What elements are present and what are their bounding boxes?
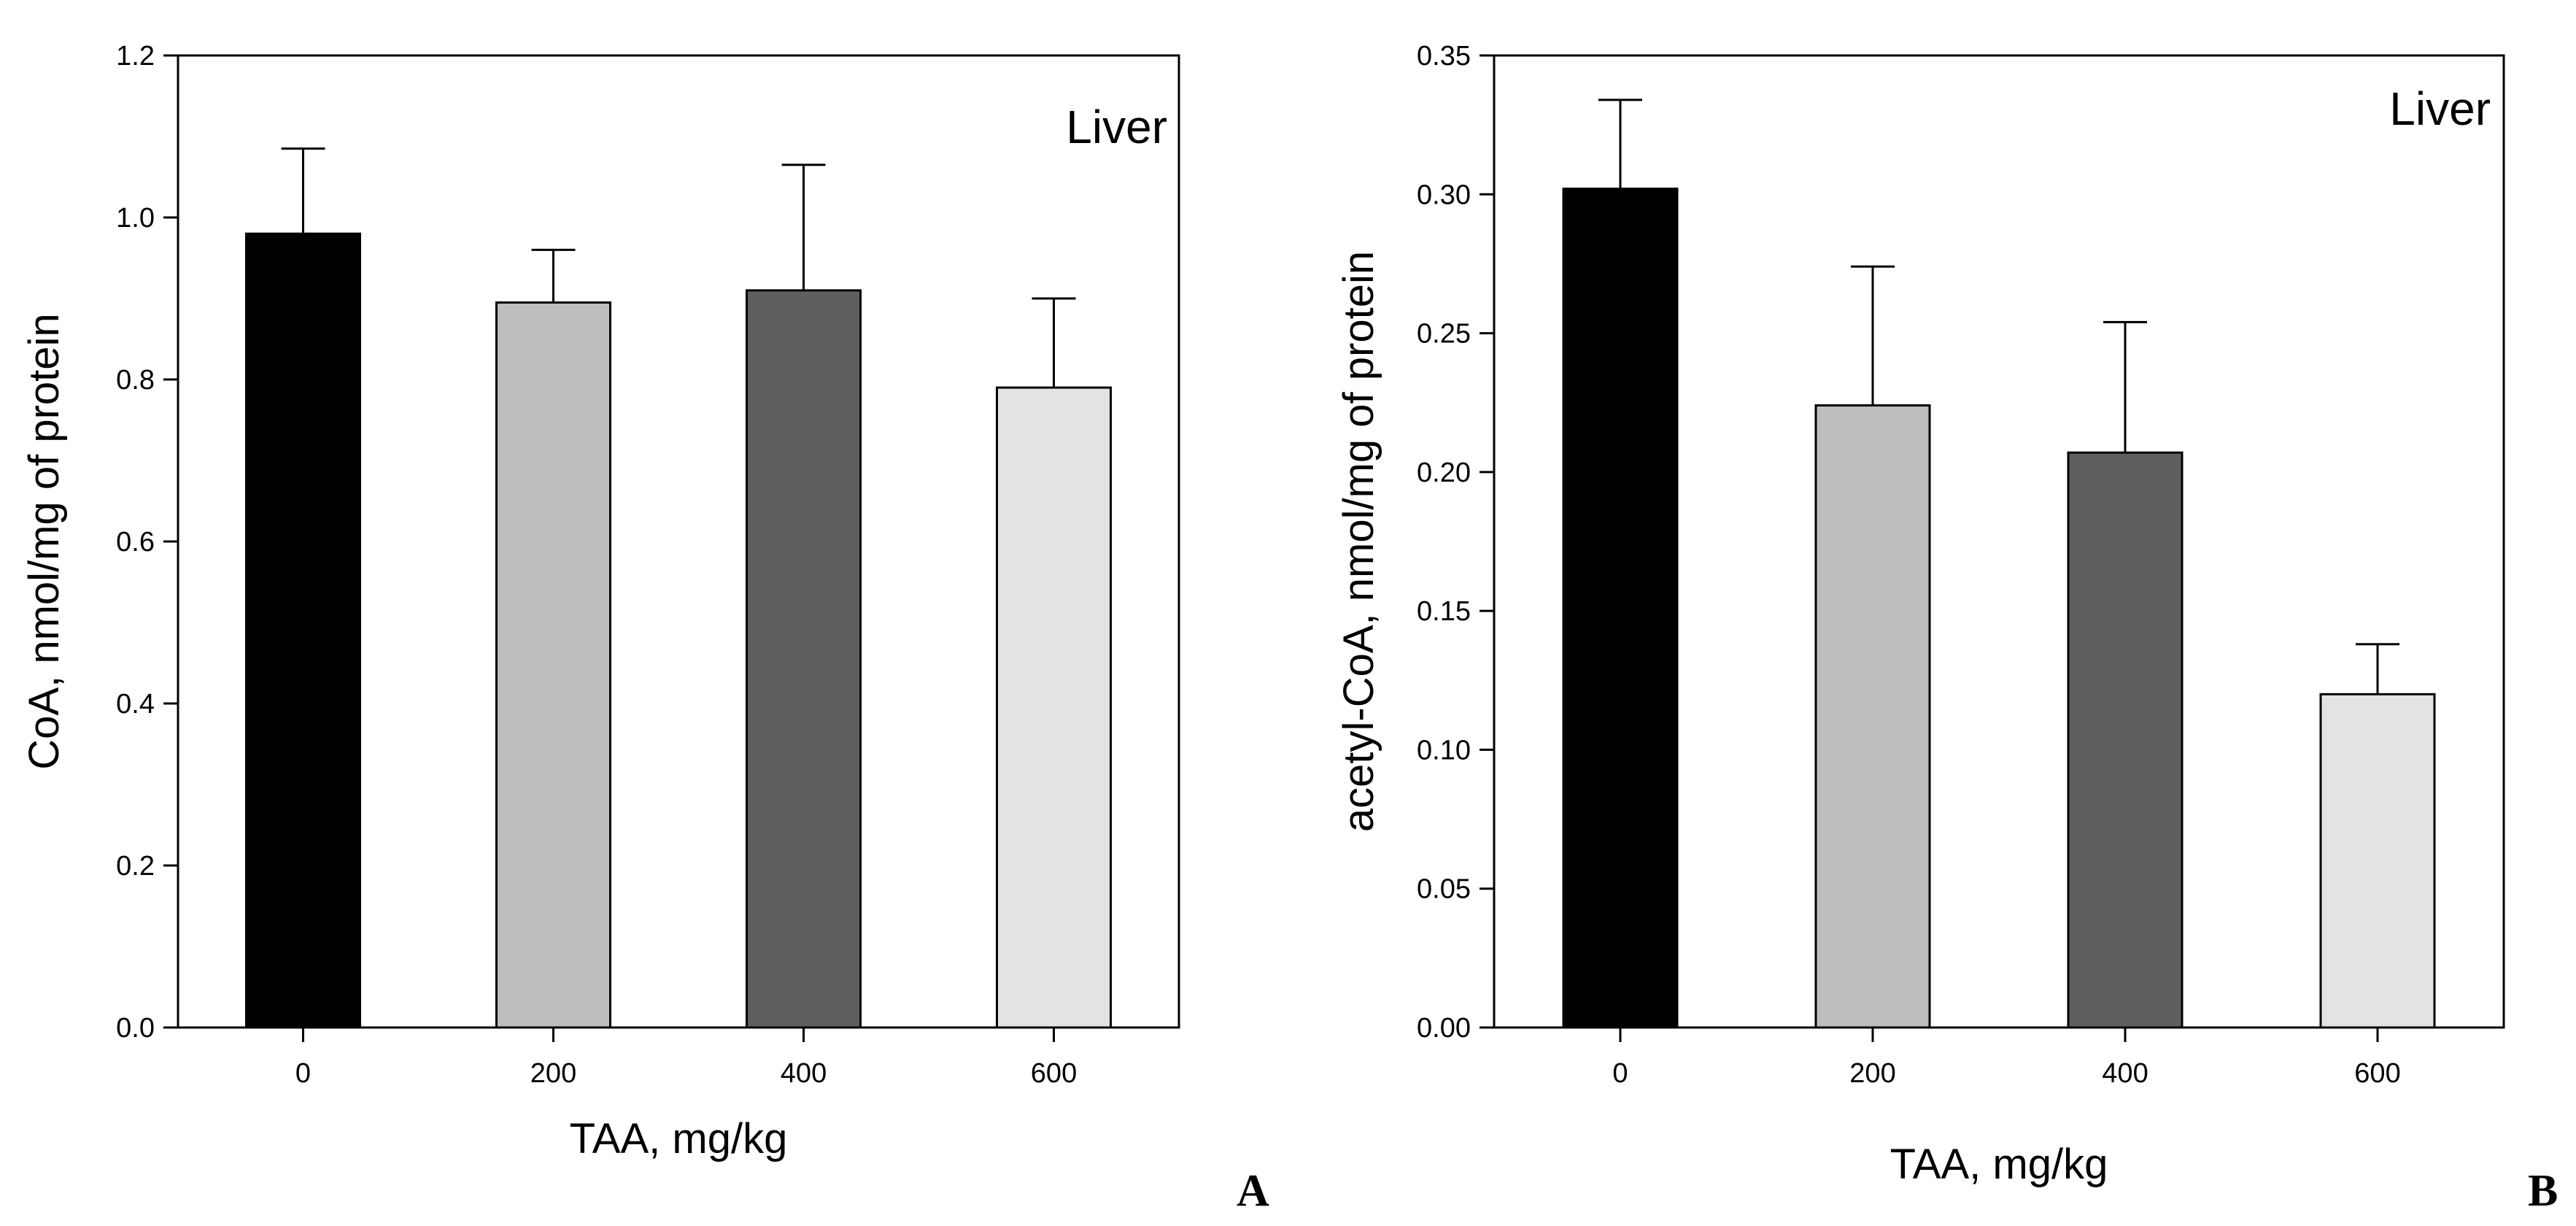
chart-title-b: Liver [2389,82,2491,135]
y-tick-label: 1.2 [116,41,155,72]
panel-label-a: A [1237,1166,1269,1216]
bar-b-200 [1814,404,1931,1029]
y-tick-label: 0.2 [116,851,155,882]
x-tick-label: 200 [530,1058,576,1089]
panel-label-b: B [2528,1166,2558,1216]
x-axis-label-a: TAA, mg/kg [570,1115,788,1163]
plot-area-frame-b [1493,54,2505,1029]
y-tick-label: 0.8 [116,365,155,396]
y-axis-label-a: CoA, nmol/mg of protein [20,313,68,769]
x-tick-label: 0 [295,1058,311,1089]
bar-a-0 [245,232,361,1029]
bar-a-200 [495,301,611,1029]
chart-panel-b: 0.00 0.05 0.10 0.15 0.20 0.25 0.30 0.35 0 200 400… [1335,41,2558,1216]
x-tick-label: 400 [2102,1058,2148,1089]
y-tick-label: 0.35 [1417,41,1471,72]
y-tick-label: 0.25 [1417,319,1471,350]
y-tick-label: 1.0 [116,203,155,234]
y-tick-label: 0.10 [1417,735,1471,766]
y-tick-label: 0.20 [1417,458,1471,488]
x-tick-label: 600 [2354,1058,2400,1089]
y-tick-label: 0.0 [116,1013,155,1044]
y-tick-label: 0.00 [1417,1013,1471,1044]
chart-panel-a: 0.0 0.2 0.4 0.6 0.8 1.0 1.2 0 200 400 600 Liver T… [20,41,1269,1216]
bar-a-600 [996,386,1112,1029]
bar-b-0 [1562,188,1679,1029]
y-tick-label: 0.30 [1417,180,1471,210]
bar-b-400 [2067,451,2184,1029]
y-tick-label: 0.6 [116,527,155,558]
x-axis-label-b: TAA, mg/kg [1890,1141,2108,1188]
bar-b-600 [2319,693,2436,1029]
y-tick-label: 0.05 [1417,874,1471,905]
x-tick-label: 600 [1031,1058,1077,1089]
y-axis-label-b: acetyl-CoA, nmol/mg of protein [1335,251,1382,832]
x-tick-label: 0 [1612,1058,1628,1089]
x-tick-label: 400 [781,1058,827,1089]
chart-title-a: Liver [1066,101,1167,153]
bar-a-400 [746,289,862,1029]
x-tick-label: 200 [1849,1058,1895,1089]
y-tick-label: 0.4 [116,689,155,720]
y-tick-label: 0.15 [1417,596,1471,627]
